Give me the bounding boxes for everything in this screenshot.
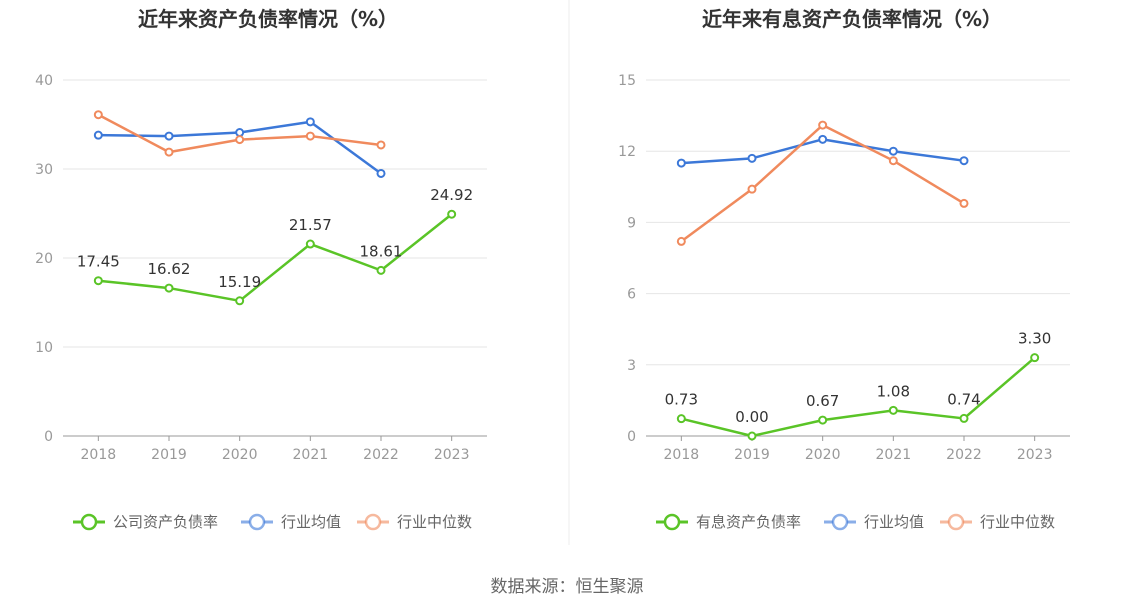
legend-label: 行业中位数: [397, 513, 472, 531]
legend-item[interactable]: 行业中位数: [357, 513, 472, 531]
legend-marker: [80, 513, 98, 531]
data-point[interactable]: [93, 110, 103, 120]
x-tick-label: 2022: [946, 447, 982, 463]
data-point[interactable]: [305, 117, 315, 127]
legend-marker: [831, 513, 849, 531]
y-tick-label: 0: [627, 429, 636, 445]
data-label: 24.92: [430, 186, 473, 204]
data-point[interactable]: [959, 413, 969, 423]
data-point[interactable]: [164, 147, 174, 157]
data-point[interactable]: [888, 405, 898, 415]
data-point[interactable]: [447, 209, 457, 219]
legend-marker: [947, 513, 965, 531]
y-tick-label: 12: [618, 144, 636, 160]
data-point[interactable]: [888, 156, 898, 166]
data-label: 15.19: [218, 273, 261, 291]
legend-item[interactable]: 有息资产负债率: [656, 513, 801, 531]
data-label: 17.45: [77, 253, 120, 271]
data-point[interactable]: [818, 415, 828, 425]
y-tick-label: 3: [627, 358, 636, 374]
data-point[interactable]: [164, 131, 174, 141]
data-point[interactable]: [93, 130, 103, 140]
data-point[interactable]: [676, 414, 686, 424]
data-point[interactable]: [1030, 353, 1040, 363]
y-tick-label: 40: [35, 73, 53, 89]
data-label: 18.61: [360, 242, 403, 260]
y-tick-label: 15: [618, 73, 636, 89]
data-point[interactable]: [376, 265, 386, 275]
source-note: 数据来源：恒生聚源: [491, 577, 644, 597]
x-tick-label: 2021: [876, 447, 912, 463]
chart-interest-debt-ratio: 近年来有息资产负债率情况（%） 0 3 6 9 12 15 2018 2019 2020 2021 2…: [618, 7, 1070, 531]
x-tick-label: 2019: [734, 447, 770, 463]
y-tick-label: 0: [44, 429, 53, 445]
chart-title: 近年来资产负债率情况（%）: [138, 7, 398, 31]
x-tick-label: 2022: [363, 447, 399, 463]
legend-marker: [364, 513, 382, 531]
legend-item[interactable]: 行业均值: [241, 513, 341, 531]
data-point[interactable]: [235, 128, 245, 138]
y-tick-label: 10: [35, 340, 53, 356]
data-point[interactable]: [305, 131, 315, 141]
x-tick-label: 2020: [805, 447, 841, 463]
data-point[interactable]: [376, 140, 386, 150]
series-line: [681, 356, 1036, 438]
data-point[interactable]: [888, 146, 898, 156]
x-tick-label: 2021: [293, 447, 329, 463]
data-label: 3.30: [1018, 330, 1051, 348]
data-point[interactable]: [164, 283, 174, 293]
chart-debt-ratio: 近年来资产负债率情况（%） 0 10 20 30 40 2018 2019 2020 2021 20…: [35, 7, 487, 531]
x-tick-label: 2018: [664, 447, 700, 463]
data-label: 0.73: [665, 391, 698, 409]
legend-label: 行业均值: [864, 513, 924, 531]
data-point[interactable]: [235, 135, 245, 145]
legend-marker: [248, 513, 266, 531]
legend-item[interactable]: 行业均值: [824, 513, 924, 531]
data-label: 21.57: [289, 216, 332, 234]
x-tick-label: 2023: [434, 447, 470, 463]
series-line: [98, 213, 453, 303]
legend-item[interactable]: 行业中位数: [940, 513, 1055, 531]
data-point[interactable]: [959, 198, 969, 208]
x-tick-label: 2023: [1017, 447, 1053, 463]
x-tick-label: 2018: [81, 447, 117, 463]
data-point[interactable]: [676, 158, 686, 168]
y-tick-label: 9: [627, 215, 636, 231]
data-point[interactable]: [818, 134, 828, 144]
legend-label: 公司资产负债率: [113, 513, 218, 531]
data-label: 0.74: [947, 390, 980, 408]
legend-label: 有息资产负债率: [696, 513, 801, 531]
y-tick-label: 20: [35, 251, 53, 267]
y-tick-label: 6: [627, 287, 636, 303]
x-tick-label: 2019: [151, 447, 187, 463]
legend-label: 行业中位数: [980, 513, 1055, 531]
x-tick-label: 2020: [222, 447, 258, 463]
data-label: 0.00: [735, 408, 768, 426]
data-label: 1.08: [877, 382, 910, 400]
data-point[interactable]: [747, 431, 757, 441]
legend-item[interactable]: 公司资产负债率: [73, 513, 218, 531]
data-point[interactable]: [235, 296, 245, 306]
data-point[interactable]: [747, 184, 757, 194]
data-point[interactable]: [747, 153, 757, 163]
legend-marker: [663, 513, 681, 531]
data-label: 16.62: [148, 260, 191, 278]
data-label: 0.67: [806, 392, 839, 410]
chart-title: 近年来有息资产负债率情况（%）: [702, 7, 1002, 31]
y-tick-label: 30: [35, 162, 53, 178]
data-point[interactable]: [305, 239, 315, 249]
legend-label: 行业均值: [281, 513, 341, 531]
data-point[interactable]: [959, 156, 969, 166]
data-point[interactable]: [676, 236, 686, 246]
data-point[interactable]: [376, 168, 386, 178]
data-point[interactable]: [818, 120, 828, 130]
data-point[interactable]: [93, 276, 103, 286]
